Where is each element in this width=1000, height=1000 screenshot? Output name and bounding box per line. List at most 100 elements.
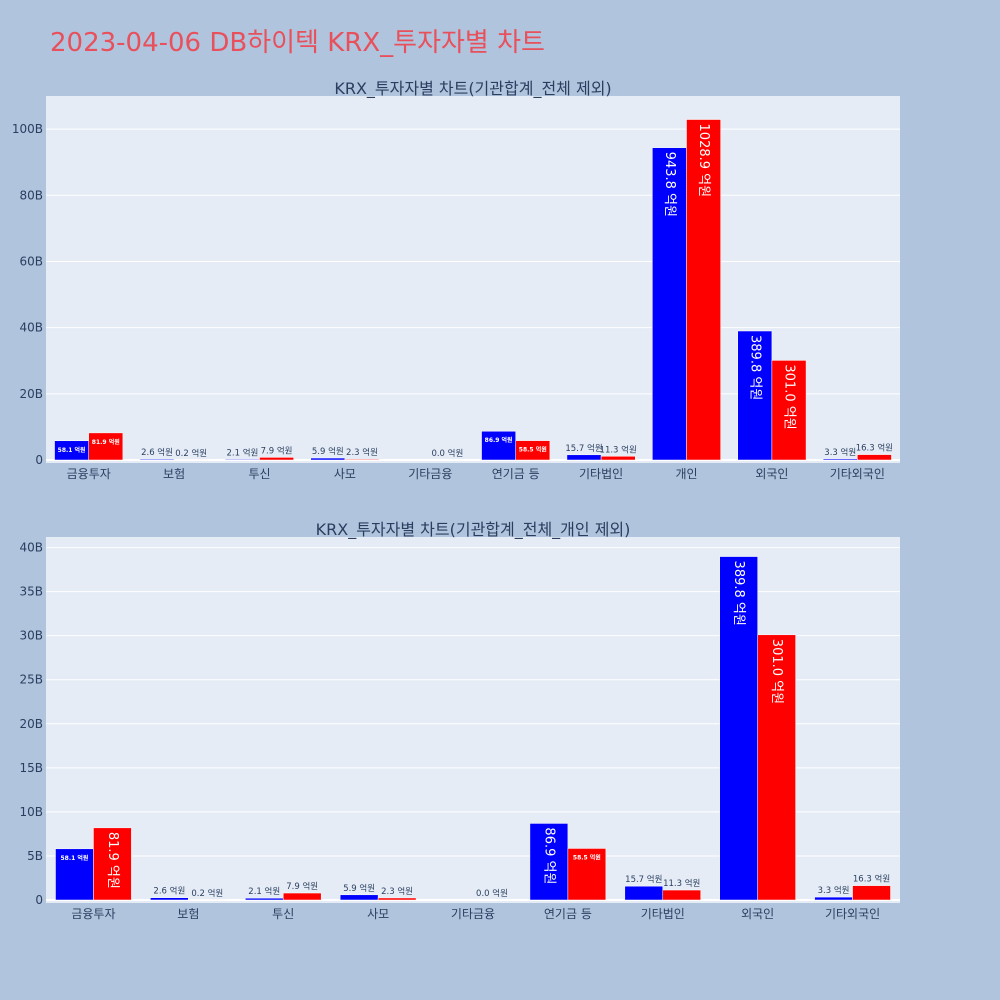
x-tick-label: 투신 (272, 907, 294, 921)
bar-value-label: 301.0 억원 (769, 639, 784, 704)
bar-sell-6 (624, 885, 664, 901)
bar-value-label: 5.9 억원 (343, 883, 375, 894)
bar-value-label: 1028.9 억원 (696, 124, 711, 198)
bar-sell-9 (822, 458, 858, 461)
x-tick-label: 연기금 등 (492, 467, 540, 481)
x-tick-label: 연기금 등 (544, 907, 592, 921)
bar-buy-5 (515, 440, 551, 461)
bar-buy-9 (857, 454, 892, 461)
bar-value-label: 15.7 억원 (565, 443, 602, 454)
bar-buy-2 (259, 457, 294, 461)
bar-buy-7 (686, 119, 721, 461)
bar-value-label: 16.3 억원 (853, 874, 890, 885)
page-title: 2023-04-06 DB하이텍 KRX_투자자별 차트 (50, 28, 545, 58)
y-tick-label: 10B (19, 805, 43, 819)
x-tick-label: 금융투자 (67, 467, 111, 481)
bar-buy-8 (771, 360, 807, 461)
bar-value-label: 16.3 억원 (856, 443, 893, 454)
bar-sell-5 (481, 430, 516, 461)
bar-value-label: 389.8 억원 (747, 335, 762, 400)
bar-value-label: 2.6 억원 (153, 886, 185, 897)
x-tick-label: 기타외국인 (830, 467, 885, 481)
chart-title: KRX_투자자별 차트(기관합계_전체_개인 제외) (316, 520, 631, 540)
bar-buy-8 (852, 885, 891, 901)
bar-value-label: 11.3 억원 (600, 444, 637, 455)
y-tick-label: 5B (27, 849, 43, 863)
bar-buy-3 (344, 458, 380, 461)
bar-value-label: 943.8 억원 (662, 152, 677, 217)
bar-value-label: 15.7 억원 (625, 874, 662, 885)
bar-buy-0 (88, 432, 124, 461)
x-tick-label: 개인 (675, 467, 697, 481)
bar-value-label: 58.1 억원 (58, 446, 86, 454)
bar-value-label: 389.8 억원 (731, 561, 746, 626)
bar-sell-8 (737, 330, 773, 461)
y-tick-label: 0 (35, 453, 43, 467)
bar-value-label: 7.9 억원 (286, 881, 318, 892)
y-tick-label: 20B (19, 717, 43, 731)
bar-value-label: 58.5 억원 (519, 446, 547, 454)
chart-top: KRX_투자자별 차트(기관합계_전체 제외) 0 20B 40B 60B 80B 100B… (12, 79, 900, 481)
bar-sell-2 (225, 459, 260, 461)
y-tick-label: 40B (19, 321, 43, 335)
bar-value-label: 0.2 억원 (191, 888, 223, 899)
x-tick-label: 기타외국인 (825, 907, 880, 921)
bar-value-label: 2.3 억원 (381, 886, 413, 897)
bar-value-label: 2.1 억원 (248, 886, 280, 897)
bar-value-label: 3.3 억원 (818, 885, 850, 896)
bar-sell-7 (652, 147, 687, 461)
chart-bottom: KRX_투자자별 차트(기관합계_전체_개인 제외) 0 5B 10B 15B 20B 25… (19, 520, 900, 921)
bar-value-label: 81.9 억원 (105, 832, 120, 889)
chart-title: KRX_투자자별 차트(기관합계_전체 제외) (334, 79, 611, 99)
x-tick-label: 사모 (334, 467, 356, 481)
bar-value-label: 86.9 억원 (485, 436, 513, 444)
y-tick-label: 80B (19, 188, 43, 202)
bar-buy-2 (282, 892, 322, 901)
bar-sell-5 (529, 823, 569, 901)
bar-sell-1 (150, 897, 189, 901)
bar-sell-2 (245, 897, 284, 901)
bar-buy-6 (662, 889, 701, 901)
y-tick-label: 20B (19, 387, 43, 401)
y-tick-label: 100B (12, 122, 43, 136)
bar-value-label: 86.9 억원 (541, 827, 556, 884)
bar-value-label: 5.9 억원 (312, 446, 344, 457)
x-tick-label: 보험 (163, 467, 185, 481)
bar-value-label: 301.0 억원 (781, 364, 796, 429)
bar-sell-1 (139, 458, 175, 461)
x-tick-label: 사모 (367, 907, 389, 921)
bar-value-label: 0.0 억원 (431, 448, 463, 459)
bar-sell-6 (566, 454, 602, 461)
y-tick-label: 35B (19, 585, 43, 599)
x-tick-label: 기타금융 (451, 907, 495, 921)
bar-buy-0 (93, 827, 132, 901)
bar-value-label: 2.1 억원 (226, 447, 258, 458)
y-tick-label: 40B (19, 541, 43, 555)
bar-value-label: 0.0 억원 (476, 888, 508, 899)
x-tick-label: 외국인 (741, 907, 774, 921)
bar-value-label: 2.6 억원 (141, 447, 173, 458)
bar-sell-3 (310, 457, 346, 461)
bar-sell-0 (55, 848, 94, 901)
x-tick-label: 보험 (177, 907, 199, 921)
bar-buy-3 (377, 897, 417, 901)
x-tick-label: 금융투자 (71, 907, 115, 921)
bar-sell-3 (339, 894, 379, 901)
x-tick-label: 기타금융 (408, 467, 452, 481)
y-tick-label: 25B (19, 673, 43, 687)
bar-value-label: 11.3 억원 (663, 878, 700, 889)
bar-value-label: 7.9 억원 (261, 445, 293, 456)
bar-buy-5 (567, 848, 607, 901)
bar-buy-7 (757, 634, 796, 901)
x-tick-label: 기타법인 (579, 467, 623, 481)
y-tick-label: 0 (35, 893, 43, 907)
bar-value-label: 3.3 억원 (824, 447, 856, 458)
x-tick-label: 기타법인 (641, 907, 685, 921)
y-tick-label: 60B (19, 254, 43, 268)
bar-value-label: 81.9 억원 (92, 438, 120, 446)
bar-sell-8 (814, 896, 853, 901)
y-tick-label: 30B (19, 629, 43, 643)
y-tick-label: 15B (19, 761, 43, 775)
bar-value-label: 0.2 억원 (175, 448, 207, 459)
